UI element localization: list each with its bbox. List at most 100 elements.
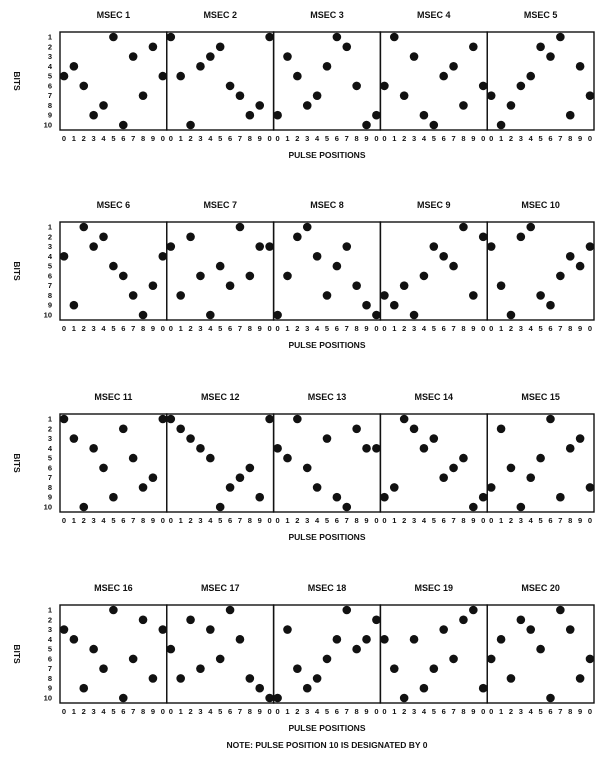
pulse-dot <box>186 232 195 242</box>
pulse-tick-label: 0 <box>588 324 592 333</box>
pulse-dot <box>293 232 302 242</box>
pulse-dot <box>312 674 322 683</box>
pulse-dot <box>255 242 265 251</box>
pulse-tick-label: 2 <box>295 516 299 525</box>
pulse-tick-label: 7 <box>451 134 455 143</box>
pulse-tick-label: 3 <box>305 516 309 525</box>
bits-axis-label: BITS <box>12 453 22 473</box>
pulse-tick-label: 8 <box>461 707 465 716</box>
pulse-dot <box>265 32 274 42</box>
pulse-tick-label: 3 <box>92 707 96 716</box>
pulse-tick-label: 2 <box>295 134 299 143</box>
pulse-tick-label: 9 <box>151 324 155 333</box>
pulse-tick-label: 4 <box>101 134 106 143</box>
pulse-tick-label: 0 <box>62 134 66 143</box>
pulse-dot <box>399 414 409 424</box>
bit-tick-label: 8 <box>48 483 52 492</box>
pulse-dot <box>380 635 389 644</box>
bit-tick-label: 3 <box>48 242 52 251</box>
pulse-dot <box>372 310 381 320</box>
pulse-dot <box>158 71 168 81</box>
pulse-dot <box>565 110 575 120</box>
pulse-tick-label: 5 <box>539 707 543 716</box>
panel-title: MSEC 4 <box>417 10 451 20</box>
pulse-dot <box>469 42 478 52</box>
pulse-tick-label: 7 <box>345 707 349 716</box>
pulse-tick-label: 0 <box>481 324 485 333</box>
pulse-dot <box>322 654 332 664</box>
bit-tick-label: 5 <box>48 645 52 654</box>
pulse-tick-label: 4 <box>529 324 534 333</box>
pulse-tick-label: 1 <box>72 516 76 525</box>
pulse-dot <box>449 261 458 271</box>
pulse-dot <box>486 91 496 100</box>
pulse-tick-label: 6 <box>335 516 339 525</box>
pulse-tick-label: 5 <box>432 134 436 143</box>
pulse-tick-label: 2 <box>82 707 86 716</box>
pulse-tick-label: 7 <box>451 707 455 716</box>
pulse-tick-label: 2 <box>82 134 86 143</box>
bit-tick-label: 10 <box>44 503 52 512</box>
pulse-tick-label: 0 <box>169 134 173 143</box>
pulse-dot <box>245 463 255 473</box>
pulse-dot <box>478 232 488 242</box>
bit-tick-label: 9 <box>48 111 52 120</box>
pulse-tick-label: 7 <box>345 516 349 525</box>
panel-msec-16: MSEC 160 1 2 3 4 5 6 7 8 9 0 <box>59 583 168 716</box>
panel-msec-11: MSEC 110 1 2 3 4 5 6 7 8 9 0 <box>59 392 168 525</box>
pulse-tick-label: 3 <box>92 134 96 143</box>
pulse-dot <box>322 291 332 300</box>
pulse-tick-label: 0 <box>489 516 493 525</box>
pulse-dot <box>302 463 312 473</box>
pulse-tick-label: 6 <box>228 707 232 716</box>
pulse-tick-label: 6 <box>335 707 339 716</box>
pulse-tick-label: 9 <box>578 134 582 143</box>
pulse-tick-label: 8 <box>355 324 359 333</box>
pulse-tick-label: 0 <box>489 707 493 716</box>
pulse-tick-label: 8 <box>248 516 252 525</box>
bits-axis-label: BITS <box>12 71 22 91</box>
pulse-tick-label: 1 <box>179 516 183 525</box>
pulse-tick-label: 6 <box>228 134 232 143</box>
pulse-dot <box>575 261 585 271</box>
pulse-tick-label: 4 <box>315 134 320 143</box>
pulse-tick-label: 9 <box>151 516 155 525</box>
pulse-tick-label: 0 <box>489 324 493 333</box>
pulse-dot <box>235 222 245 232</box>
panel-title: MSEC 7 <box>203 200 237 210</box>
pulse-dot <box>148 281 158 290</box>
pulse-tick-label: 4 <box>101 324 106 333</box>
pulse-tick-label: 3 <box>305 324 309 333</box>
pulse-tick-label: 0 <box>161 516 165 525</box>
pulse-dot <box>215 502 225 512</box>
pulse-tick-label: 1 <box>392 516 396 525</box>
pulse-dot <box>166 644 176 654</box>
pulse-dot <box>419 683 429 693</box>
bit-tick-label: 10 <box>44 694 52 703</box>
bit-tick-label: 7 <box>48 91 52 100</box>
pulse-tick-label: 7 <box>345 134 349 143</box>
pulse-tick-label: 3 <box>198 707 202 716</box>
pulse-dot <box>255 492 265 502</box>
pulse-tick-label: 3 <box>519 324 523 333</box>
pulse-dot <box>409 52 419 61</box>
pulse-dot <box>526 222 536 232</box>
bit-tick-label: 9 <box>48 301 52 310</box>
pulse-tick-label: 8 <box>248 707 252 716</box>
pulse-dot <box>556 605 565 615</box>
pulse-dot <box>419 444 429 453</box>
pulse-tick-label: 3 <box>92 516 96 525</box>
bit-tick-label: 6 <box>48 463 52 472</box>
pulse-tick-label: 6 <box>121 516 125 525</box>
pulse-tick-label: 9 <box>578 324 582 333</box>
pulse-tick-label: 0 <box>161 134 165 143</box>
pulse-tick-label: 5 <box>111 134 115 143</box>
bit-tick-label: 7 <box>48 281 52 290</box>
pulse-dot <box>459 453 468 463</box>
panel-msec-3: MSEC 30 1 2 3 4 5 6 7 8 9 0 <box>272 10 382 143</box>
pulse-dot <box>419 271 429 281</box>
pulse-tick-label: 4 <box>422 707 427 716</box>
panel-frame <box>486 221 595 321</box>
